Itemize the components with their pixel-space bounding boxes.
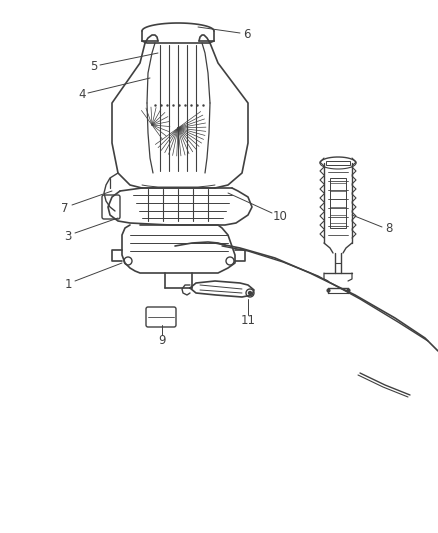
Circle shape: [248, 292, 251, 295]
FancyBboxPatch shape: [146, 307, 176, 327]
Text: 10: 10: [272, 211, 287, 223]
Bar: [330, 178, 346, 228]
Text: 4: 4: [78, 88, 86, 101]
Text: 8: 8: [385, 222, 393, 236]
Text: 7: 7: [61, 201, 69, 214]
Text: 9: 9: [158, 335, 166, 348]
Text: 1: 1: [64, 278, 72, 290]
FancyBboxPatch shape: [102, 195, 120, 219]
Bar: [326, 161, 350, 165]
Text: 11: 11: [240, 314, 255, 327]
Text: 3: 3: [64, 230, 72, 243]
Text: 5: 5: [90, 60, 98, 72]
Text: 6: 6: [243, 28, 251, 41]
